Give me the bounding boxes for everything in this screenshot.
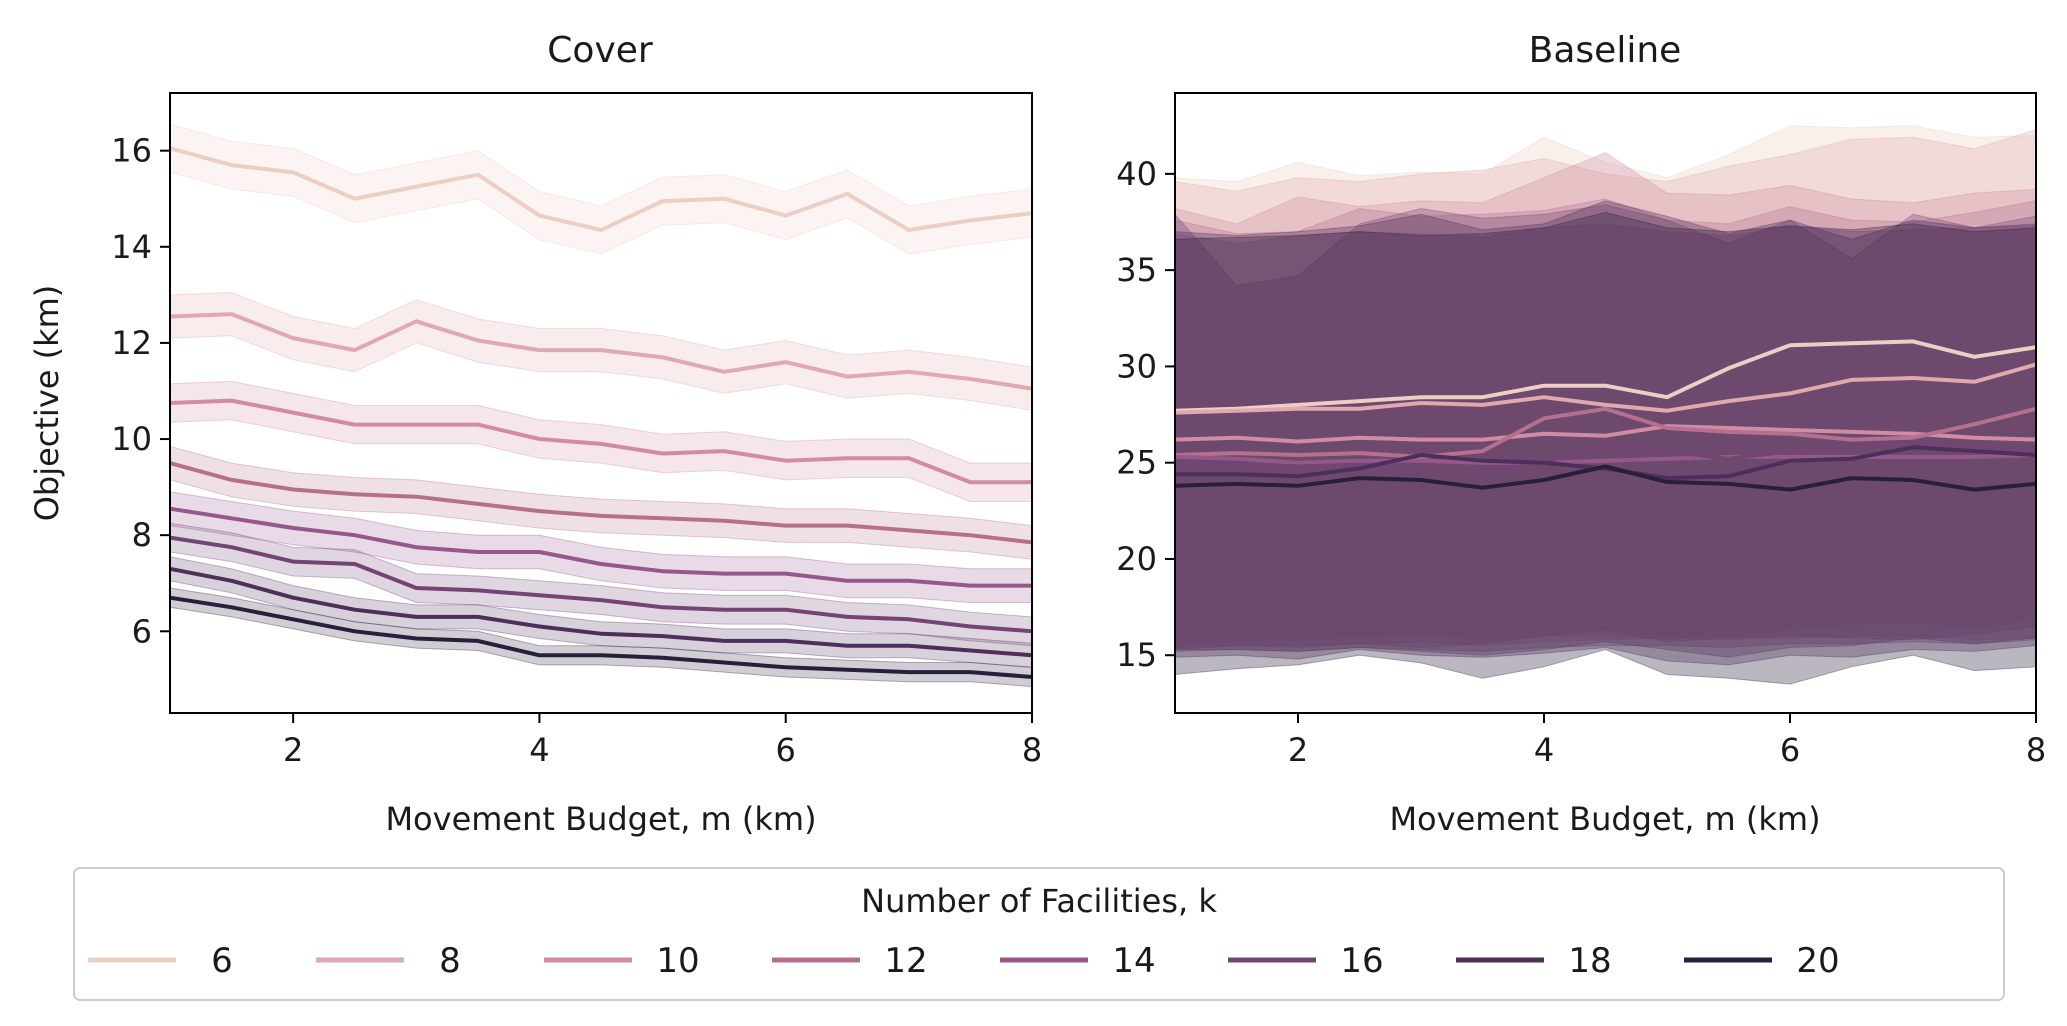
- cover-y-tick-label: 14: [111, 228, 152, 266]
- cover-panel: Cover 2 4 6 8 6 8 10 12 14 16 Movement Budget, m…: [28, 30, 1042, 838]
- cover-line-k6: [169, 146, 1033, 232]
- cover-y-tick-label: 16: [111, 132, 152, 170]
- cover-line-k16: [169, 535, 1033, 634]
- baseline-x-ticks: 2 4 6 8: [1288, 713, 2046, 769]
- legend-entries: 6 8 10 12 14 16 18 20: [88, 941, 1840, 981]
- legend-entry-k20: 20: [1684, 941, 1840, 981]
- cover-x-tick-label: 4: [529, 731, 549, 769]
- cover-line-k10: [169, 398, 1032, 485]
- baseline-x-tick-label: 2: [1288, 731, 1308, 769]
- cover-y-ticks: 6 8 10 12 14 16: [111, 132, 170, 650]
- legend-entry-k18: 18: [1456, 941, 1612, 981]
- cover-series-lines: [169, 146, 1033, 679]
- cover-confidence-bands: [169, 123, 1033, 688]
- baseline-line-k10: [1174, 424, 2037, 444]
- cover-y-axis-label: Objective (km): [28, 285, 66, 522]
- cover-x-tick-label: 2: [283, 731, 303, 769]
- cover-x-tick-label: 6: [776, 731, 796, 769]
- baseline-y-tick-label: 35: [1116, 251, 1157, 289]
- baseline-y-tick-label: 40: [1116, 155, 1157, 193]
- baseline-x-tick-label: 8: [2026, 731, 2046, 769]
- legend-label: 10: [656, 941, 699, 981]
- cover-y-tick-label: 10: [111, 420, 152, 458]
- legend-label: 6: [211, 941, 233, 981]
- cover-line-k18: [169, 566, 1033, 658]
- cover-x-tick-label: 8: [1022, 731, 1042, 769]
- baseline-plot-frame: [1174, 92, 2037, 714]
- baseline-line-k8: [1174, 362, 2037, 415]
- cover-x-ticks: 2 4 6 8: [283, 713, 1042, 769]
- cover-band-k6: [169, 123, 1033, 255]
- legend-entry-k16: 16: [1228, 941, 1384, 981]
- baseline-line-k16: [1174, 441, 2037, 475]
- baseline-y-tick-label: 20: [1116, 540, 1157, 578]
- baseline-y-tick-label: 25: [1116, 444, 1157, 482]
- baseline-y-ticks: 15 20 25 30 35 40: [1116, 155, 1175, 674]
- cover-line-k12: [169, 461, 1033, 545]
- baseline-line-k6: [1174, 339, 2037, 413]
- cover-line-k20: [169, 595, 1033, 679]
- baseline-series-lines: [1174, 339, 2037, 492]
- legend-label: 8: [439, 941, 461, 981]
- cover-line-k14: [169, 506, 1032, 588]
- legend-entry-k12: 12: [772, 941, 928, 981]
- cover-x-axis-label: Movement Budget, m (km): [385, 800, 816, 838]
- cover-plot-frame: [169, 92, 1033, 714]
- legend-entry-k10: 10: [544, 941, 700, 981]
- baseline-panel: Baseline 2 4 6 8 15 20 25 30 35 40 Movement Budg…: [1116, 30, 2046, 838]
- baseline-line-k20: [1174, 464, 2037, 492]
- cover-y-tick-label: 12: [111, 324, 152, 362]
- baseline-x-tick-label: 4: [1534, 731, 1554, 769]
- legend-entry-k8: 8: [316, 941, 461, 981]
- legend-label: 20: [1796, 941, 1839, 981]
- legend-entry-k14: 14: [1000, 941, 1156, 981]
- legend-label: 18: [1568, 941, 1611, 981]
- cover-y-tick-label: 8: [132, 516, 152, 554]
- legend-label: 16: [1340, 941, 1383, 981]
- legend-label: 14: [1112, 941, 1155, 981]
- baseline-y-tick-label: 30: [1116, 347, 1157, 385]
- baseline-line-k12: [1174, 406, 2037, 459]
- baseline-title: Baseline: [1529, 30, 1682, 71]
- baseline-x-axis-label: Movement Budget, m (km): [1389, 800, 1820, 838]
- legend-box: [73, 867, 2005, 1001]
- cover-y-tick-label: 6: [132, 612, 152, 650]
- baseline-y-tick-label: 15: [1116, 636, 1157, 674]
- legend-label: 12: [884, 941, 927, 981]
- cover-line-k8: [169, 312, 1033, 391]
- legend-title: Number of Facilities, k: [861, 882, 1217, 920]
- legend: Number of Facilities, k 6 8 10 12 14 16 18 20: [73, 867, 2005, 1001]
- baseline-x-tick-label: 6: [1780, 731, 1800, 769]
- legend-entry-k6: 6: [88, 941, 233, 981]
- cover-title: Cover: [547, 30, 653, 71]
- baseline-line-k14: [1174, 453, 2037, 465]
